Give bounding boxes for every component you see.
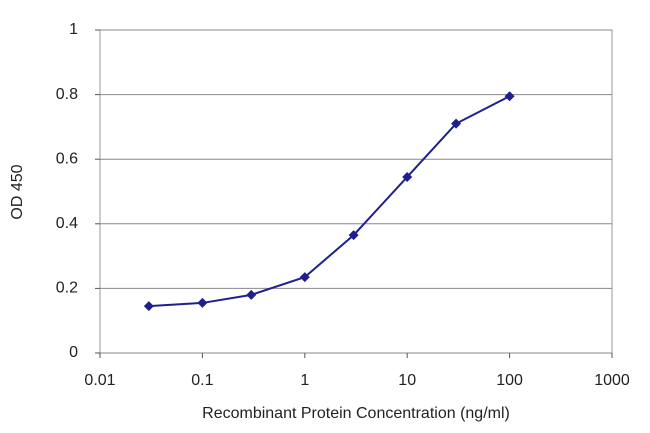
marker (197, 297, 208, 308)
x-axis-label: Recombinant Protein Concentration (ng/ml… (202, 405, 510, 422)
x-tick-label: 0.1 (191, 372, 213, 389)
y-tick-label: 0.4 (56, 215, 78, 232)
marker (143, 301, 154, 312)
y-axis-label: OD 450 (9, 164, 26, 219)
y-tick-label: 0.8 (56, 86, 78, 103)
marker (451, 118, 462, 129)
marker (246, 289, 257, 300)
x-tick-label: 0.01 (84, 372, 115, 389)
x-tick-label: 100 (496, 372, 523, 389)
marker (299, 272, 310, 283)
marker (402, 171, 413, 182)
y-tick-label: 1 (69, 21, 78, 38)
y-tick-label: 0 (69, 344, 78, 361)
x-tick-label: 1000 (594, 372, 630, 389)
x-tick-label: 1 (300, 372, 309, 389)
x-tick-label: 10 (398, 372, 416, 389)
marker (504, 91, 515, 102)
y-tick-label: 0.2 (56, 280, 78, 297)
line (148, 95, 511, 308)
marker (348, 230, 359, 241)
y-tick-label: 0.6 (56, 150, 78, 167)
